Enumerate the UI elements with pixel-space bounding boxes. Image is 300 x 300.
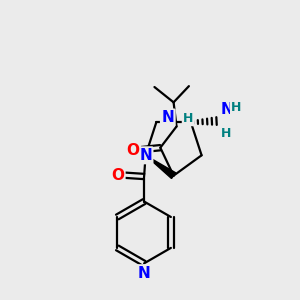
Text: O: O (111, 167, 124, 182)
Text: N: N (221, 102, 234, 117)
Text: O: O (127, 142, 140, 158)
Text: H: H (221, 128, 231, 140)
Text: H: H (183, 112, 194, 125)
Text: N: N (139, 148, 152, 163)
Polygon shape (146, 155, 176, 178)
Text: N: N (161, 110, 174, 125)
Text: H: H (231, 101, 242, 114)
Text: N: N (138, 266, 151, 281)
